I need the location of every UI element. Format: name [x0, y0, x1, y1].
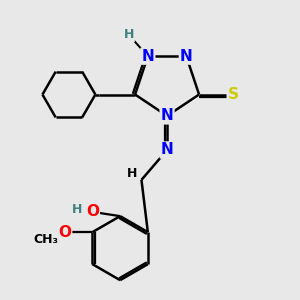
- Text: N: N: [180, 49, 193, 64]
- Text: H: H: [72, 203, 82, 216]
- Text: H: H: [124, 28, 134, 41]
- Text: N: N: [161, 142, 173, 158]
- Text: O: O: [58, 225, 71, 240]
- Text: CH₃: CH₃: [33, 233, 58, 246]
- Text: N: N: [161, 108, 173, 123]
- Text: S: S: [228, 87, 239, 102]
- Text: O: O: [86, 204, 99, 219]
- Text: H: H: [127, 167, 137, 180]
- Text: N: N: [142, 49, 154, 64]
